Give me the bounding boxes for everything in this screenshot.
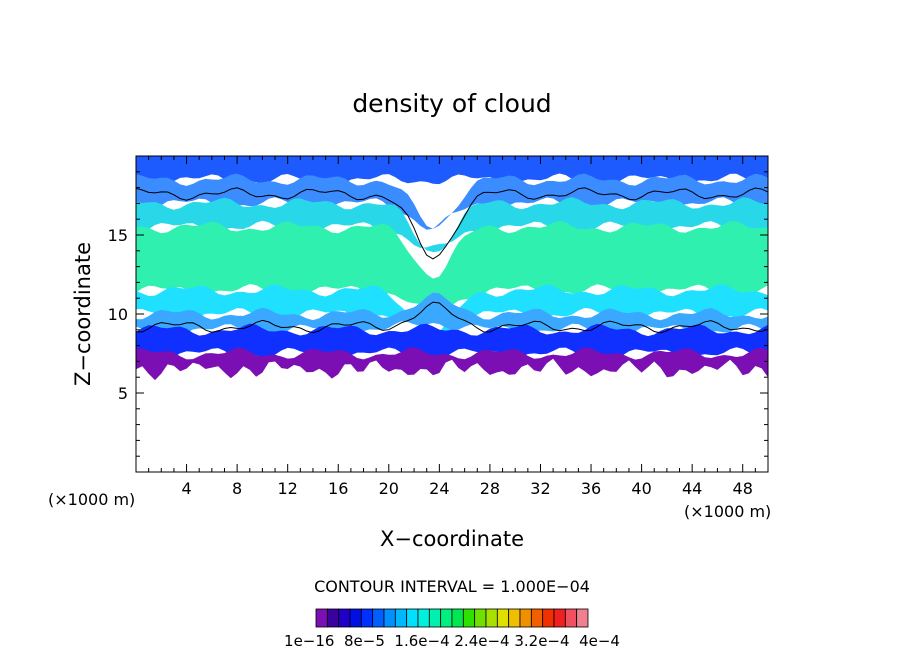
- colorbar-swatch: [360, 608, 374, 628]
- band-top: [136, 156, 768, 186]
- y-axis-label: Z−coordinate: [71, 242, 95, 386]
- contour-interval-label: CONTOUR INTERVAL = 1.000E−04: [314, 577, 590, 596]
- y-tick-label: 15: [108, 226, 128, 245]
- x-tick-label: 44: [682, 479, 702, 498]
- band-core: [136, 220, 768, 313]
- x-tick-label: 32: [530, 479, 550, 498]
- x-tick-label: 4: [181, 479, 191, 498]
- colorbar-swatch: [451, 608, 464, 628]
- x-tick-label: 48: [733, 479, 753, 498]
- colorbar-swatch: [564, 608, 578, 628]
- colorbar: [315, 608, 589, 628]
- x-axis-label: X−coordinate: [380, 527, 524, 551]
- x-tick-label: 8: [232, 479, 242, 498]
- colorbar-swatch: [508, 608, 521, 628]
- colorbar-swatch: [326, 608, 340, 628]
- colorbar-swatch: [417, 608, 430, 628]
- colorbar-swatch: [349, 608, 362, 628]
- x-unit-left: (×1000 m): [48, 490, 135, 509]
- colorbar-swatch: [462, 608, 476, 628]
- chart-title: density of cloud: [352, 89, 551, 118]
- y-tick-label: 5: [118, 384, 128, 403]
- colorbar-swatch: [440, 608, 453, 628]
- x-tick-label: 36: [581, 479, 601, 498]
- colorbar-swatch: [553, 608, 566, 628]
- band-mid_low: [136, 284, 768, 340]
- x-tick-label: 16: [328, 479, 348, 498]
- colorbar-labels: 1e−16 8e−5 1.6e−4 2.4e−4 3.2e−4 4e−4: [284, 632, 620, 650]
- band-upper: [136, 173, 768, 230]
- contour-line-lower: [136, 301, 768, 334]
- colorbar-swatch: [315, 608, 328, 628]
- colorbar-swatch: [383, 608, 396, 628]
- colorbar-swatch: [338, 608, 351, 628]
- x-tick-label: 40: [631, 479, 651, 498]
- x-tick-label: 24: [429, 479, 449, 498]
- colorbar-swatch: [519, 608, 532, 628]
- plot-area: [135, 155, 769, 473]
- contour-fills: [136, 156, 768, 472]
- x-tick-label: 28: [480, 479, 500, 498]
- band-mid_high: [136, 197, 768, 253]
- colorbar-swatch: [542, 608, 555, 628]
- colorbar-swatch: [496, 608, 510, 628]
- x-tick-label: 12: [278, 479, 298, 498]
- band-base: [136, 323, 768, 360]
- band-bottom: [136, 347, 768, 381]
- x-unit-right: (×1000 m): [684, 502, 771, 521]
- y-tick-label: 10: [108, 305, 128, 324]
- colorbar-swatch: [372, 608, 385, 628]
- colorbar-swatch: [576, 608, 589, 628]
- colorbar-swatch: [394, 608, 408, 628]
- x-tick-label: 20: [379, 479, 399, 498]
- colorbar-swatch: [428, 608, 442, 628]
- colorbar-swatch: [530, 608, 544, 628]
- colorbar-swatch: [474, 608, 487, 628]
- colorbar-swatch: [485, 608, 498, 628]
- contour-line-upper: [136, 187, 768, 260]
- colorbar-swatch: [406, 608, 419, 628]
